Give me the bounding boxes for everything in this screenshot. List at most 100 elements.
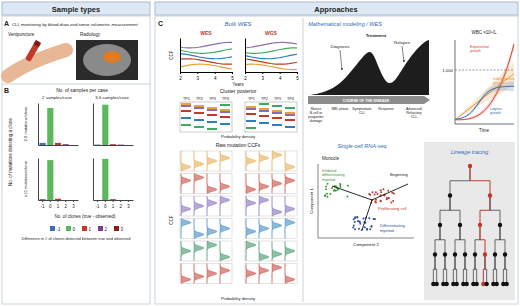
tree-edge — [505, 255, 507, 285]
cell — [337, 189, 339, 191]
tree-edge — [455, 225, 460, 255]
bar — [118, 200, 124, 201]
cell — [368, 217, 370, 219]
tree-node — [504, 282, 508, 286]
course-arrow — [308, 96, 430, 104]
axis-title: No. of mutations detecting a clone — [8, 117, 13, 186]
tree-edge — [475, 225, 480, 255]
tick — [50, 200, 51, 202]
density — [207, 196, 217, 216]
density — [194, 264, 204, 284]
bar — [47, 108, 53, 145]
scan — [76, 40, 138, 80]
illustrative-line — [180, 49, 232, 53]
posterior-band — [272, 124, 282, 126]
tick — [280, 72, 281, 74]
state-label: Beginning — [390, 172, 408, 177]
posterior-band — [246, 113, 256, 115]
tick — [97, 200, 98, 202]
lineage-tree — [431, 164, 509, 286]
tree-node — [453, 252, 457, 256]
legend-swatch — [98, 226, 103, 231]
cell — [333, 190, 335, 192]
trajectory — [332, 184, 408, 230]
tick — [120, 200, 121, 202]
posterior-band — [207, 121, 217, 123]
tick-label: 1 — [112, 204, 115, 209]
axis-line — [94, 145, 134, 146]
cell — [331, 187, 333, 189]
axis-line — [93, 104, 94, 146]
density — [194, 196, 204, 216]
section-title: Lineage tracing — [451, 149, 490, 155]
cell — [376, 193, 378, 195]
posterior-band — [272, 105, 282, 107]
density — [220, 196, 230, 216]
posterior-band — [194, 119, 204, 121]
bar — [40, 143, 46, 145]
plot-frame — [180, 196, 232, 216]
tick — [105, 200, 106, 202]
tick — [197, 72, 198, 74]
cell — [375, 199, 377, 201]
bar — [63, 200, 69, 201]
growth-curve — [455, 74, 514, 120]
tree-edge — [485, 255, 487, 285]
header-box — [2, 2, 150, 15]
posterior-band — [181, 117, 191, 119]
plot-frame — [245, 241, 297, 261]
axis-line — [180, 39, 181, 73]
tree-edge — [440, 225, 445, 255]
posterior-band — [220, 109, 230, 111]
header-box — [155, 2, 518, 15]
bar-chart: -10123 — [94, 159, 134, 210]
cell — [347, 185, 349, 187]
axis-line — [93, 159, 94, 201]
cell — [353, 224, 355, 226]
illustrative-line — [180, 64, 232, 69]
density — [207, 151, 217, 171]
tick — [297, 72, 298, 74]
axis-title: CCF — [169, 50, 174, 59]
growth-curve — [455, 44, 514, 120]
posterior-band — [272, 117, 282, 119]
cell — [324, 194, 326, 196]
tick-label: 5 — [296, 76, 299, 81]
legend-title: Difference in # of clones detected betwe… — [22, 236, 131, 241]
column-label: 2 samples/case — [42, 95, 72, 100]
cell — [354, 228, 356, 230]
posterior-band — [246, 108, 256, 110]
x-axis: 2345 — [244, 72, 299, 81]
bar — [95, 200, 101, 201]
tree-edge — [450, 196, 460, 226]
tick-label: 4 — [279, 76, 282, 81]
cell — [380, 200, 382, 202]
tick — [232, 72, 233, 74]
x-axis: -10123 — [94, 200, 134, 209]
cell — [391, 192, 393, 194]
tick-label: 3 — [197, 76, 200, 81]
stage-label: MBL phase — [331, 107, 348, 111]
event-arrow — [340, 50, 342, 70]
scan-body — [83, 44, 131, 76]
bar — [125, 200, 131, 201]
tick-label: 3 — [262, 76, 265, 81]
posterior-band — [181, 103, 191, 105]
panel-frame — [2, 16, 150, 304]
density — [207, 219, 217, 239]
curve-label: Indeterminategrowth — [493, 77, 515, 85]
tree-edge — [495, 255, 497, 285]
density — [259, 151, 269, 171]
density — [207, 241, 217, 261]
cell — [339, 184, 341, 186]
bars — [40, 160, 62, 200]
axis-line — [39, 145, 79, 146]
y-axis — [93, 159, 94, 201]
density — [194, 174, 204, 194]
density — [181, 219, 191, 239]
cell — [356, 217, 358, 219]
plot-frame — [245, 219, 297, 239]
bar — [95, 144, 101, 145]
axis-line — [94, 200, 134, 201]
divider — [2, 84, 150, 85]
